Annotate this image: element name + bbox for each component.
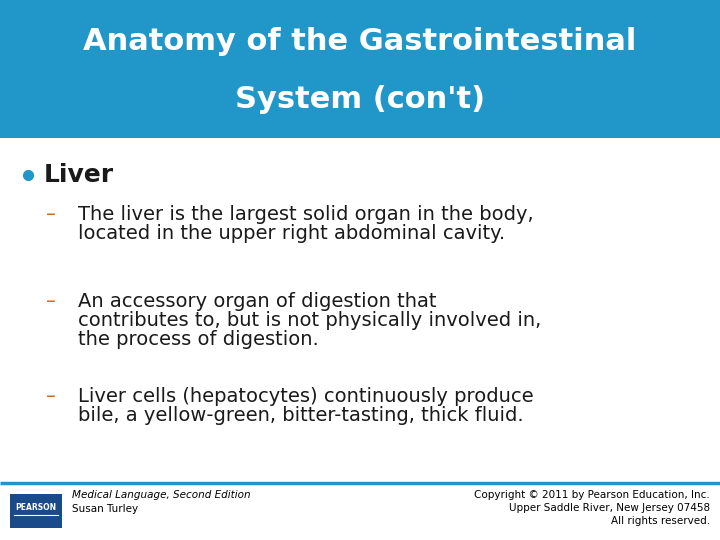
Text: Liver cells (hepatocytes) continuously produce: Liver cells (hepatocytes) continuously p… (78, 387, 534, 406)
Text: Anatomy of the Gastrointestinal: Anatomy of the Gastrointestinal (84, 27, 636, 56)
FancyBboxPatch shape (0, 0, 720, 138)
Text: Upper Saddle River, New Jersey 07458: Upper Saddle River, New Jersey 07458 (509, 503, 710, 513)
Text: located in the upper right abdominal cavity.: located in the upper right abdominal cav… (78, 224, 505, 243)
Text: Susan Turley: Susan Turley (72, 504, 138, 514)
Text: Liver: Liver (44, 163, 114, 187)
Text: –: – (46, 205, 56, 224)
Text: System (con't): System (con't) (235, 85, 485, 113)
Text: bile, a yellow-green, bitter-tasting, thick fluid.: bile, a yellow-green, bitter-tasting, th… (78, 406, 523, 425)
FancyBboxPatch shape (10, 494, 62, 528)
Text: All rights reserved.: All rights reserved. (611, 516, 710, 526)
Text: –: – (46, 292, 56, 311)
Text: PEARSON: PEARSON (15, 503, 57, 512)
Text: contributes to, but is not physically involved in,: contributes to, but is not physically in… (78, 311, 541, 330)
Text: Medical Language, Second Edition: Medical Language, Second Edition (72, 490, 251, 500)
Text: Copyright © 2011 by Pearson Education, Inc.: Copyright © 2011 by Pearson Education, I… (474, 490, 710, 500)
Text: The liver is the largest solid organ in the body,: The liver is the largest solid organ in … (78, 205, 534, 224)
Text: –: – (46, 387, 56, 406)
Text: An accessory organ of digestion that: An accessory organ of digestion that (78, 292, 436, 311)
Text: the process of digestion.: the process of digestion. (78, 330, 319, 349)
